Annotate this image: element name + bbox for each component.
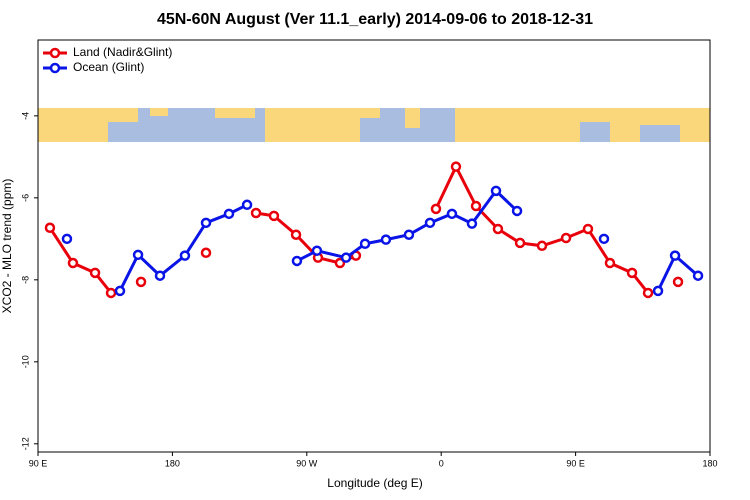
x-tick-label: 180 xyxy=(165,458,180,468)
data-point xyxy=(598,233,610,245)
data-point xyxy=(334,257,346,269)
data-point xyxy=(114,285,126,297)
y-tick-label: -12 xyxy=(20,437,30,450)
data-point xyxy=(692,270,704,281)
data-point xyxy=(223,208,235,220)
data-point xyxy=(466,218,478,229)
data-point xyxy=(536,240,548,252)
data-point xyxy=(135,276,147,288)
data-point xyxy=(340,252,352,263)
series-line xyxy=(296,188,519,263)
x-tick-label: 90 E xyxy=(566,458,585,468)
legend-marker xyxy=(49,47,61,59)
data-point xyxy=(446,208,458,220)
x-tick-label: 90 W xyxy=(296,458,318,468)
data-point xyxy=(560,232,572,244)
plot-frame xyxy=(37,39,711,453)
data-point xyxy=(250,207,262,219)
data-point xyxy=(424,217,436,229)
x-tick-label: 90 E xyxy=(29,458,48,468)
data-point xyxy=(291,255,303,267)
y-tick-label: -4 xyxy=(20,112,30,120)
data-point xyxy=(514,237,526,249)
y-tick-label: -10 xyxy=(20,355,30,368)
legend-label: Land (Nadir&Glint) xyxy=(73,45,172,59)
chart-title: 45N-60N August (Ver 11.1_early) 2014-09-… xyxy=(157,11,593,28)
data-point xyxy=(290,229,302,240)
data-point xyxy=(511,205,523,217)
data-point xyxy=(44,222,56,234)
y-tick-label: -8 xyxy=(20,276,30,284)
data-point xyxy=(430,203,442,215)
data-point xyxy=(67,257,79,269)
legend-label: Ocean (Glint) xyxy=(73,60,144,74)
x-tick-label: 180 xyxy=(702,458,717,468)
data-point xyxy=(179,250,191,261)
data-point xyxy=(154,270,166,281)
data-point xyxy=(268,210,280,222)
data-point xyxy=(105,287,117,299)
data-point xyxy=(652,285,664,297)
data-point xyxy=(132,249,144,261)
data-point xyxy=(450,161,462,172)
map-band xyxy=(38,108,710,142)
data-point xyxy=(669,250,681,261)
y-axis-label: XCO2 - MLO trend (ppm) xyxy=(0,179,14,314)
series-line xyxy=(48,226,113,294)
data-point xyxy=(626,267,638,279)
legend-marker xyxy=(49,62,61,74)
data-point xyxy=(359,238,371,249)
data-point xyxy=(604,257,616,269)
data-point xyxy=(380,234,392,245)
x-axis-label: Longitude (deg E) xyxy=(327,476,422,490)
y-tick-label: -6 xyxy=(20,194,30,202)
data-point xyxy=(642,287,654,299)
data-point xyxy=(492,223,504,235)
data-point xyxy=(311,245,323,256)
data-point xyxy=(61,233,73,245)
data-point xyxy=(200,247,212,259)
x-tick-label: 0 xyxy=(439,458,444,468)
data-point xyxy=(490,185,502,197)
data-point xyxy=(89,267,101,279)
series-line xyxy=(434,163,650,294)
data-point xyxy=(582,223,594,235)
data-point xyxy=(403,229,415,240)
data-point xyxy=(200,217,212,229)
data-point xyxy=(241,199,253,211)
data-point xyxy=(470,200,482,212)
data-point xyxy=(672,276,684,288)
